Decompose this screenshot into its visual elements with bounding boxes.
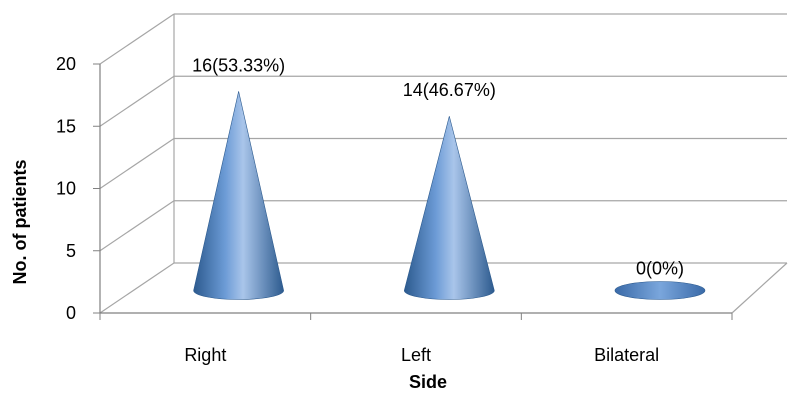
category-label-left: Left [401,345,431,365]
y-tick-label: 0 [66,303,76,323]
y-tick-labels: 0 5 10 15 20 [56,54,76,323]
data-label-bilateral: 0(0%) [636,259,684,279]
y-tick-label: 15 [56,116,76,136]
x-axis-title: Side [409,372,447,392]
gridline-wall-15 [99,75,175,127]
data-label-right: 16(53.33%) [192,55,285,75]
floor-left-edge [99,262,175,314]
cone-bilateral [614,281,706,300]
gridline-wall-5 [99,200,175,252]
category-labels: Right Left Bilateral [184,345,659,365]
category-label-bilateral: Bilateral [594,345,659,365]
cones [193,91,706,300]
y-tick-label: 5 [66,241,76,261]
axes [93,63,733,320]
gridline-wall-20 [99,13,175,65]
floor-right-edge [731,262,788,314]
y-tick-label: 20 [56,54,76,74]
data-label-left: 14(46.67%) [403,80,496,100]
cone-right [193,91,284,300]
gridline-wall-10 [99,138,175,189]
gridlines [99,13,788,314]
y-tick-label: 10 [56,179,76,199]
cone-left [403,116,495,300]
y-axis-title: No. of patients [10,160,30,285]
category-label-right: Right [184,345,226,365]
data-labels: 16(53.33%) 14(46.67%) 0(0%) [192,55,684,278]
